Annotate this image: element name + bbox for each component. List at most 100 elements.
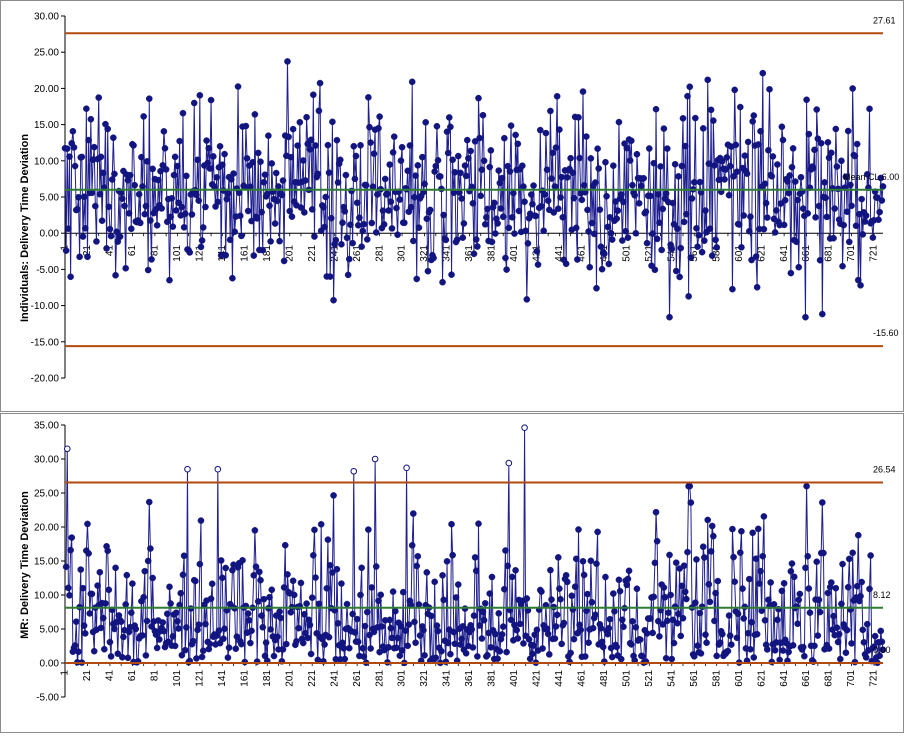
mr-y-tick-label: 35.00 <box>34 421 59 432</box>
individuals-x-tick-label: 621 <box>756 245 767 262</box>
individuals-data-point <box>706 225 714 232</box>
individuals-data-point <box>469 200 477 207</box>
individuals-x-tick-label: 341 <box>442 245 453 262</box>
mr-data-point <box>675 610 682 618</box>
mr-data-point <box>616 587 624 595</box>
mr-data-point <box>581 653 589 660</box>
mr-data-point <box>311 526 318 534</box>
individuals-x-tick-label: 541 <box>666 245 677 262</box>
mr-data-point <box>585 639 592 647</box>
individuals-data-point <box>553 93 561 100</box>
individuals-data-point <box>549 149 556 157</box>
mr-data-point <box>324 536 332 543</box>
individuals-data-point <box>529 200 536 208</box>
individuals-data-point <box>127 225 135 233</box>
mr-data-point <box>572 555 580 563</box>
mr-data-point <box>303 600 310 607</box>
mr-data-point <box>442 658 450 666</box>
mr-data-point <box>749 529 756 537</box>
mr-data-point <box>778 587 786 595</box>
individuals-data-point <box>712 236 719 244</box>
individuals-data-point <box>586 263 594 271</box>
individuals-data-point <box>414 162 422 169</box>
mr-data-point <box>771 647 779 654</box>
mr-data-point <box>687 499 695 506</box>
individuals-data-point <box>649 230 656 237</box>
individuals-data-point <box>74 206 81 213</box>
individuals-data-point <box>154 176 162 184</box>
mr-data-point <box>539 645 546 652</box>
mr-data-point <box>421 652 428 659</box>
mr-data-point <box>844 583 852 591</box>
mr-y-axis-label: MR: Delivery Time Deviation <box>19 491 31 639</box>
individuals-data-point <box>179 109 187 117</box>
individuals-data-point <box>596 206 604 213</box>
individuals-data-point <box>199 224 207 231</box>
individuals-data-point <box>656 219 663 227</box>
mr-data-point <box>216 639 224 647</box>
individuals-data-point <box>172 207 180 214</box>
individuals-data-point <box>444 149 452 157</box>
mr-data-point <box>206 640 214 648</box>
individuals-data-point <box>445 114 453 121</box>
individuals-data-point <box>659 205 667 213</box>
mr-data-point <box>516 620 524 628</box>
mr-data-point <box>708 522 716 530</box>
individuals-data-point <box>347 221 354 229</box>
mr-data-point <box>245 617 253 624</box>
individuals-data-point <box>721 176 728 183</box>
individuals-data-point <box>401 219 408 227</box>
individuals-data-point <box>203 137 210 144</box>
individuals-data-point <box>204 159 211 167</box>
mr-data-point <box>871 632 879 640</box>
individuals-data-point <box>311 233 318 240</box>
individuals-data-point <box>556 126 563 133</box>
mr-data-point <box>208 580 216 588</box>
mr-data-point <box>705 581 713 588</box>
individuals-data-point <box>176 137 183 145</box>
individuals-data-point <box>692 114 699 122</box>
individuals-data-point <box>547 107 554 115</box>
individuals-data-point <box>397 157 405 164</box>
individuals-data-point <box>478 166 486 174</box>
mr-data-point <box>169 633 177 640</box>
mr-data-point <box>145 498 153 506</box>
individuals-data-point <box>439 278 446 286</box>
mr-data-point <box>806 609 814 616</box>
individuals-data-point <box>442 236 450 244</box>
mr-data-point <box>678 582 686 590</box>
mr-data-point <box>199 647 207 655</box>
individuals-data-point <box>272 169 280 177</box>
individuals-x-tick-label: 441 <box>554 245 565 262</box>
individuals-data-point <box>415 224 423 231</box>
mr-data-point <box>545 651 553 658</box>
mr-data-point <box>340 644 347 652</box>
mr-data-point <box>111 625 118 633</box>
mr-data-point <box>299 639 307 647</box>
mr-data-point <box>724 647 732 655</box>
individuals-data-point <box>354 221 362 229</box>
mr-data-point <box>502 547 509 554</box>
mr-data-point <box>270 652 278 660</box>
mr-data-point <box>620 623 627 631</box>
individuals-data-point <box>669 199 677 207</box>
individuals-data-point <box>615 118 623 126</box>
individuals-data-point <box>433 122 441 130</box>
individuals-data-point <box>676 273 683 281</box>
individuals-data-point <box>774 161 781 168</box>
mr-out-of-control-point <box>505 459 513 467</box>
mr-data-point <box>339 639 346 647</box>
individuals-data-point <box>686 83 694 91</box>
individuals-data-point <box>747 213 754 220</box>
mr-x-tick-label: 501 <box>621 670 632 687</box>
individuals-data-point <box>394 231 401 239</box>
mr-data-point <box>363 608 371 616</box>
mr-data-point <box>803 482 810 490</box>
mr-data-point <box>149 574 156 582</box>
mr-data-point <box>388 634 396 642</box>
individuals-data-point <box>823 213 831 221</box>
mr-data-point <box>104 547 111 555</box>
mr-data-point <box>652 508 660 516</box>
individuals-y-tick-label: 15.00 <box>34 120 59 131</box>
mr-data-point <box>672 559 680 567</box>
